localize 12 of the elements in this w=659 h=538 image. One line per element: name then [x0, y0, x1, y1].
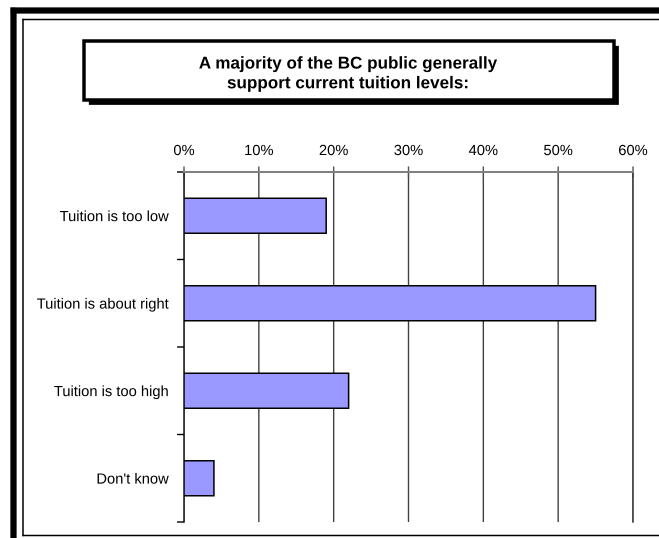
x-tick-label: 40% [468, 144, 498, 156]
y-tick-label: Tuition is about right [37, 298, 169, 312]
x-tick-label: 0% [174, 144, 194, 156]
x-tick-label: 10% [245, 144, 274, 156]
chart-title: A majority of the BC public generally support current tuition levels: [199, 56, 498, 92]
x-tick-label: 60% [619, 144, 648, 156]
x-tick-label: 30% [394, 144, 423, 156]
y-tick-label: Tuition is too high [54, 385, 168, 400]
y-tick-label: Tuition is too low [60, 210, 169, 222]
x-tick-label: 50% [544, 144, 572, 156]
x-tick-label: 20% [320, 144, 348, 156]
y-tick-label: Don't know [98, 472, 169, 484]
